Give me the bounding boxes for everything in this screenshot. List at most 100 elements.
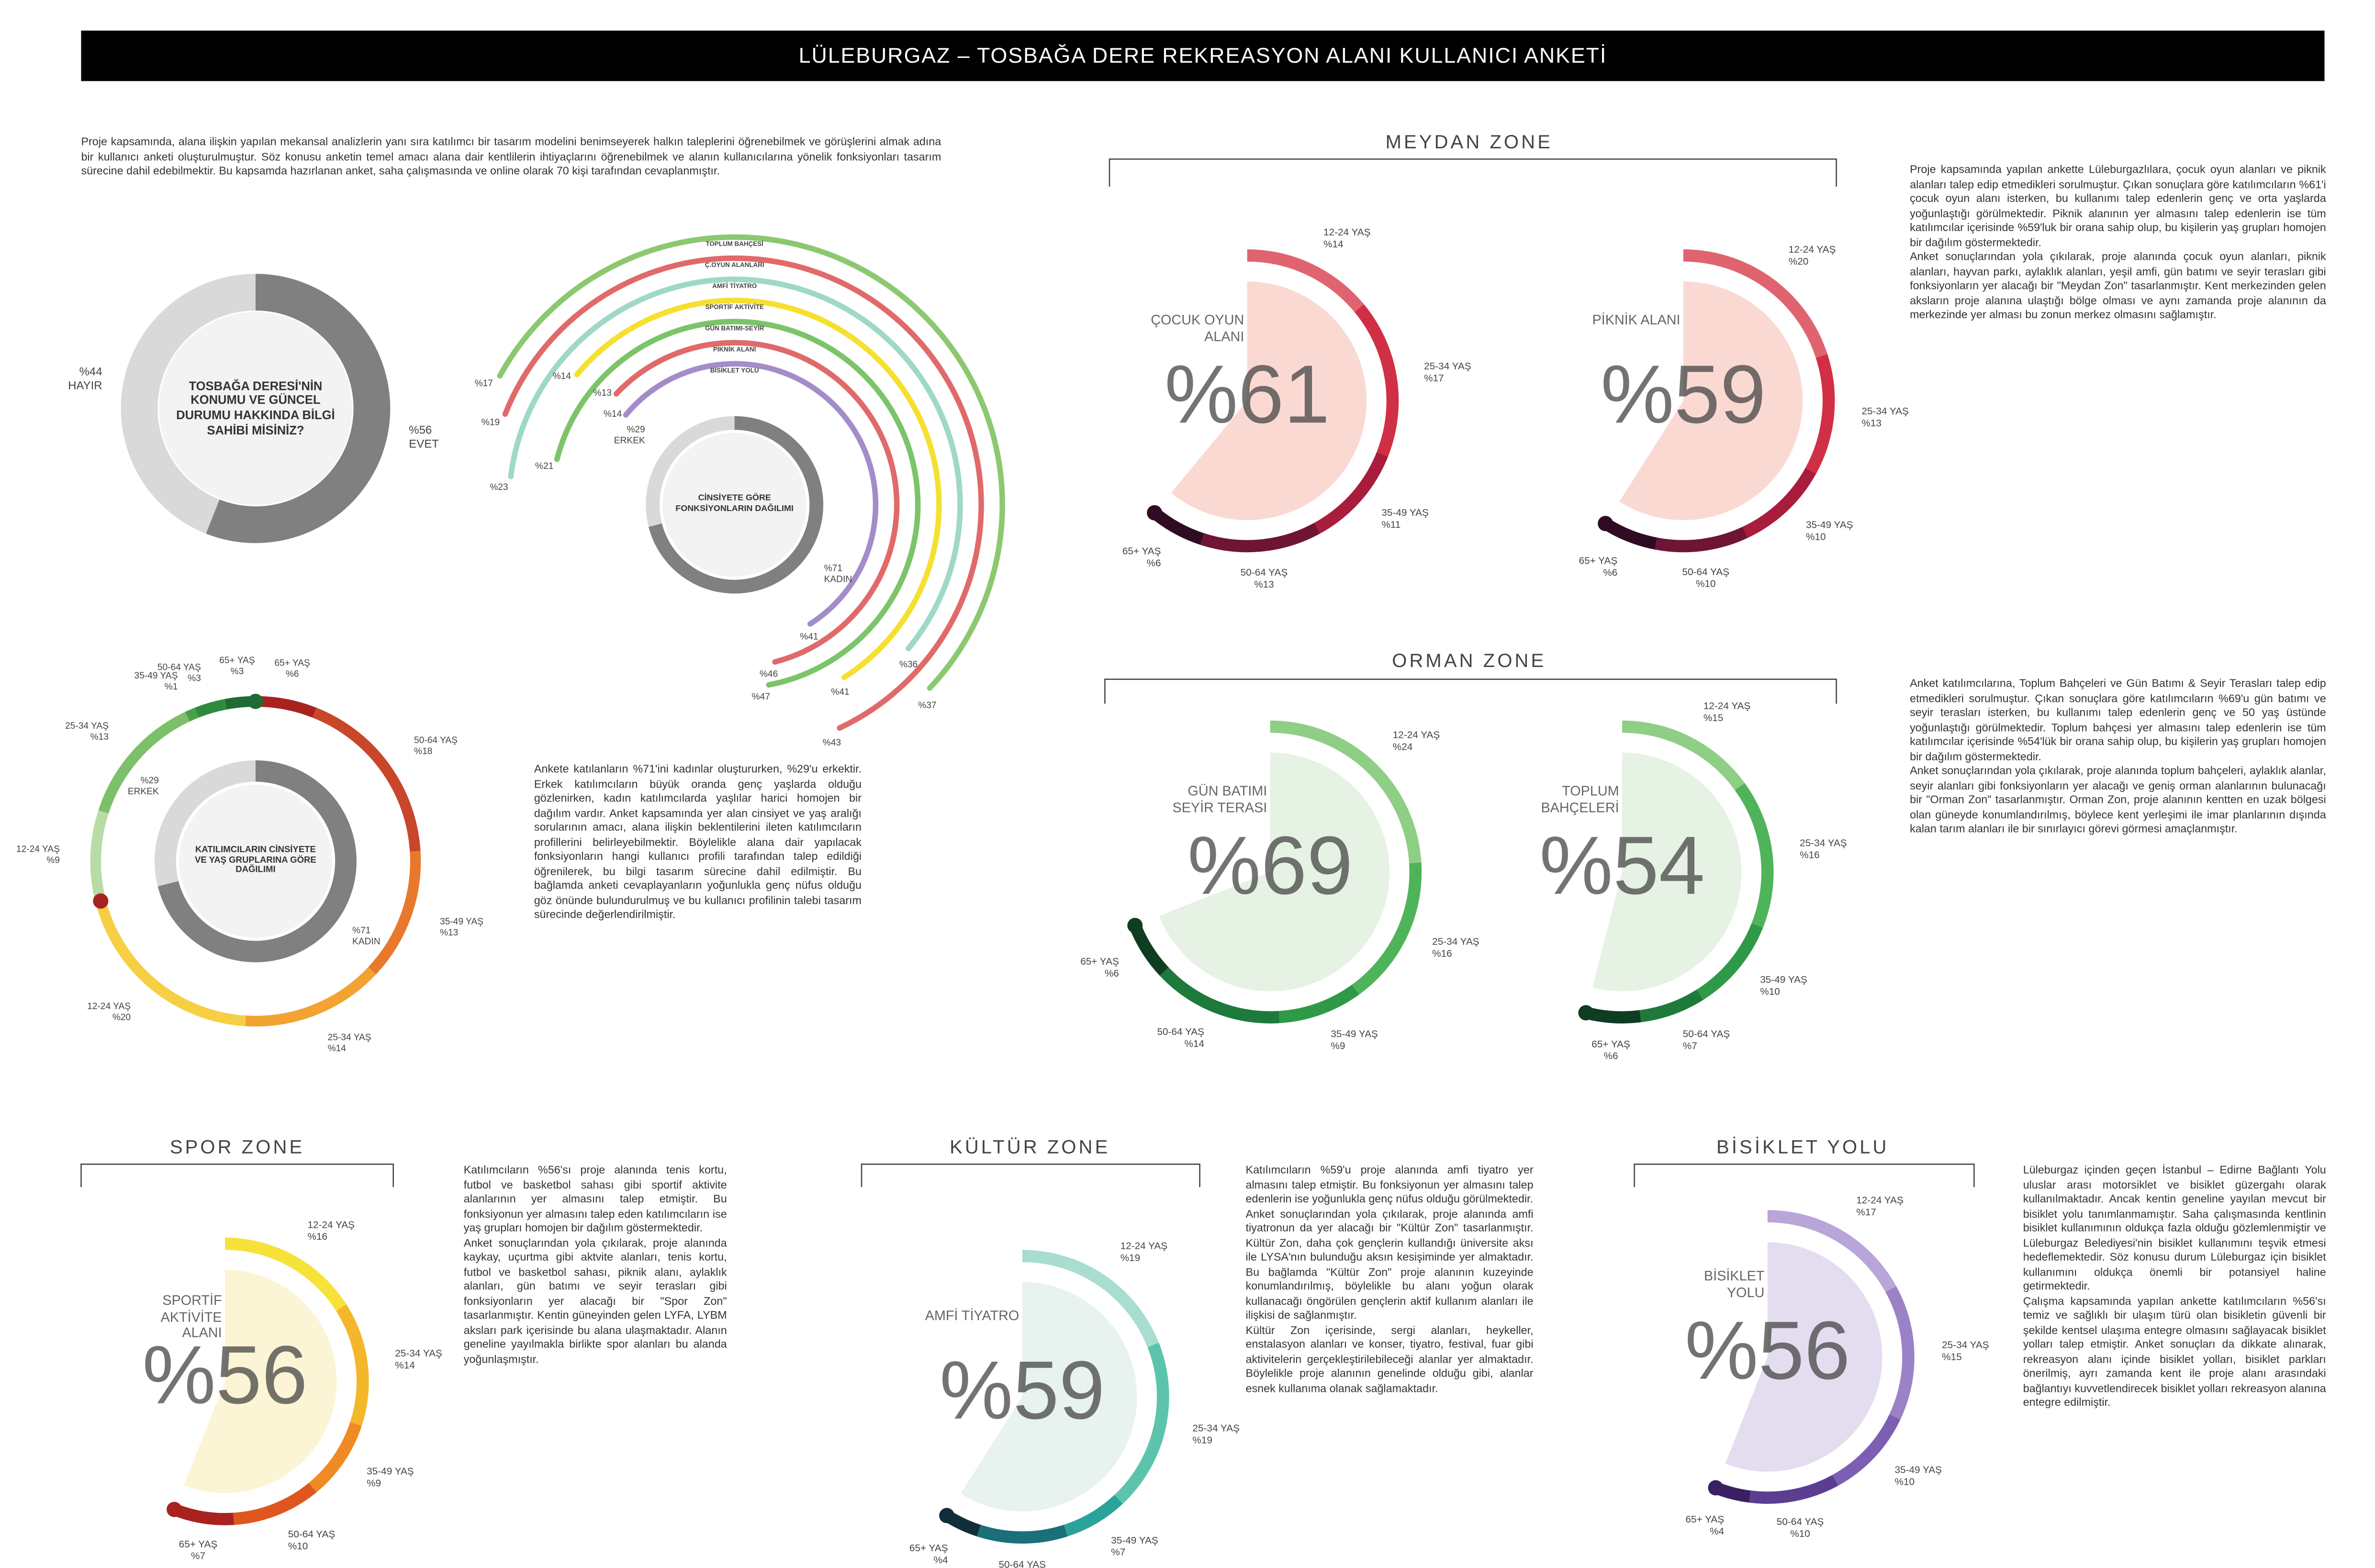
gauge-title: BİSİKLET YOLU <box>1704 1268 1765 1300</box>
radial-arc <box>574 298 738 378</box>
donut-segment <box>154 760 256 887</box>
gauge-fill <box>1592 753 1742 991</box>
data-label-value: %18 <box>414 746 432 756</box>
radial-arc <box>502 255 738 417</box>
ring-dot <box>93 893 109 909</box>
section-title: ORMAN ZONE <box>1392 650 1546 672</box>
gauge-fill <box>184 1269 337 1493</box>
data-label-name: 65+ YAŞ <box>1579 555 1618 566</box>
data-label-name: 50-64 YAŞ <box>1157 1026 1204 1037</box>
arc-category-label: AMFİ TİYATRO <box>712 282 757 289</box>
data-label-name: 25-34 YAŞ <box>328 1033 371 1043</box>
data-label-value: %16 <box>1432 948 1452 959</box>
radial-arc <box>731 255 984 731</box>
radial-arc <box>731 340 900 665</box>
gender-text: Ankete katılanların %71'ini kadınlar olu… <box>534 762 862 921</box>
data-label-name: 35-49 YAŞ <box>134 671 178 681</box>
data-label-name: 65+ YAŞ <box>274 658 310 668</box>
data-label-name: 35-49 YAŞ <box>1111 1535 1158 1546</box>
arc-value-label: %36 <box>899 659 918 669</box>
data-label-value: %24 <box>1393 742 1413 753</box>
arc-value-label: %17 <box>475 378 493 389</box>
gauge-segment <box>1022 1250 1159 1347</box>
data-label-name: 35-49 YAŞ <box>1381 507 1429 518</box>
section-text: Katılımcıların %56'sı proje alanında ten… <box>463 1162 727 1366</box>
arc-value-label: %14 <box>604 409 622 419</box>
data-label-name: %71 <box>352 925 370 935</box>
data-label-name: 65+ YAŞ <box>909 1543 948 1554</box>
data-label-name: 65+ YAŞ <box>1080 956 1119 967</box>
gauge-segment <box>1314 452 1389 534</box>
data-label-value: %10 <box>1760 986 1780 997</box>
data-label-value: HAYIR <box>68 379 102 392</box>
data-label-name: 25-34 YAŞ <box>1424 361 1471 372</box>
gauge-segment <box>1064 1495 1123 1536</box>
data-label-value: %10 <box>1696 578 1716 589</box>
gauge-title: GÜN BATIMI SEYİR TERASI <box>1172 783 1267 815</box>
data-label-value: KADIN <box>352 936 381 946</box>
age-segment <box>90 810 109 902</box>
section-bracket <box>80 1163 394 1188</box>
section-title: MEYDAN ZONE <box>1385 131 1553 153</box>
age-segment <box>98 712 190 814</box>
data-label-name: 12-24 YAŞ <box>1856 1195 1904 1206</box>
gauge-fill <box>1159 753 1390 991</box>
donut-segment <box>157 760 357 963</box>
radial-arc <box>731 277 963 652</box>
gauge-segment <box>1639 989 1703 1023</box>
data-label-name: 50-64 YAŞ <box>1241 567 1288 578</box>
gauge-segment <box>1832 1414 1901 1486</box>
gauge-segment <box>1278 984 1359 1023</box>
data-label-value: %17 <box>1424 373 1444 384</box>
data-label-name: 12-24 YAŞ <box>1323 227 1371 238</box>
gauge-segment <box>1150 508 1204 545</box>
arc-value-label: %13 <box>594 388 612 398</box>
arc-category-label: GÜN BATIMI-SEYİR <box>705 324 764 332</box>
gauge-fill <box>1171 281 1367 521</box>
gauge-segment <box>1129 923 1169 976</box>
gauge-fill <box>1725 1242 1882 1472</box>
data-label-value: EVET <box>409 437 439 450</box>
gauge-segment <box>1159 967 1280 1023</box>
arc-value-label: %19 <box>482 418 500 428</box>
data-label-value: %14 <box>328 1044 347 1054</box>
data-label-name: 12-24 YAŞ <box>1393 730 1440 741</box>
gauge-segment <box>1735 783 1774 928</box>
arc-value-label: %46 <box>760 669 778 679</box>
data-label-value: KADIN <box>824 575 852 585</box>
age-segment <box>255 696 317 718</box>
gauge-segment <box>1696 923 1763 1000</box>
data-label-name: 50-64 YAŞ <box>1777 1516 1824 1527</box>
data-label-name: 35-49 YAŞ <box>1894 1464 1942 1475</box>
data-label-name: 65+ YAŞ <box>219 656 255 666</box>
data-label-name: 25-34 YAŞ <box>65 721 109 731</box>
gauge-segment <box>1742 467 1816 538</box>
gauge-title: PİKNİK ALANI <box>1592 312 1680 328</box>
data-label-name: 50-64 YAŞ <box>998 1559 1046 1568</box>
data-label-name: %29 <box>140 776 158 786</box>
gauge-dot <box>1127 918 1143 934</box>
data-label-name: 65+ YAŞ <box>1122 545 1161 556</box>
data-label-name: 50-64 YAŞ <box>414 735 458 745</box>
chart-title: KATILIMCILARIN CİNSİYETE VE YAŞ GRUPLARI… <box>195 845 316 876</box>
data-label-name: 50-64 YAŞ <box>157 663 201 673</box>
data-label-value: %10 <box>1790 1528 1810 1539</box>
gauge-segment <box>1805 354 1835 474</box>
gauge-segment <box>224 1237 347 1311</box>
gauge-value-label: %59 <box>1601 348 1766 440</box>
arc-value-label: %47 <box>751 692 770 702</box>
data-label-value: %7 <box>1683 1040 1697 1051</box>
gauge-dot <box>1578 1005 1594 1021</box>
gauge-segment <box>1352 862 1422 995</box>
data-label-value: %3 <box>231 667 244 677</box>
data-label-name: 25-34 YAŞ <box>1192 1423 1240 1434</box>
data-label-name: 25-34 YAŞ <box>1942 1339 1989 1350</box>
arc-value-label: %41 <box>831 687 849 697</box>
data-label-name: 12-24 YAŞ <box>87 1001 131 1012</box>
data-label-name: 35-49 YAŞ <box>440 917 483 927</box>
data-label-name: %71 <box>824 564 842 574</box>
